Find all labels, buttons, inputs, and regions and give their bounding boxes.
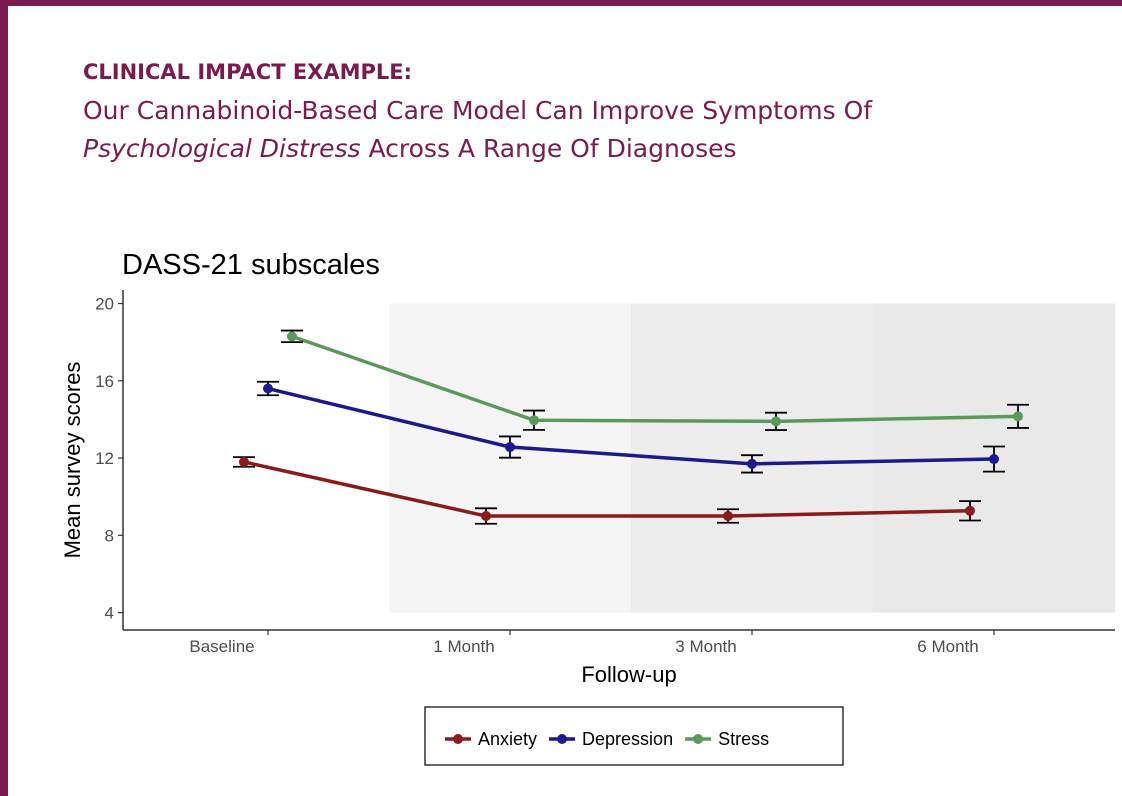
point — [965, 505, 975, 516]
legend-key-point — [453, 734, 463, 744]
point — [287, 331, 297, 342]
point — [239, 456, 249, 467]
series-line — [243, 460, 971, 518]
y-tick-label: 12 — [95, 449, 114, 468]
x-tick-label: 3 Month — [675, 637, 736, 656]
legend-box — [424, 706, 844, 766]
point — [747, 458, 757, 469]
legend-key-point — [693, 734, 704, 744]
point — [723, 511, 733, 522]
point — [989, 454, 999, 465]
series-line — [267, 386, 995, 466]
subtitle-start: Our Cannabinoid-Based Care Model Can Imp… — [83, 96, 873, 125]
left-border — [0, 0, 8, 796]
y-tick-label: 20 — [95, 295, 114, 314]
point — [1013, 411, 1023, 422]
series-line — [291, 334, 1019, 424]
y-tick-label: 16 — [95, 372, 114, 391]
x-axis-title: Follow-up — [581, 662, 676, 687]
point — [263, 383, 273, 394]
legend-label: Anxiety — [478, 729, 537, 749]
point — [529, 415, 539, 426]
heading: CLINICAL IMPACT EXAMPLE: — [83, 60, 413, 84]
subtitle-italic: Psychological Distress — [83, 134, 361, 163]
x-tick-label: 1 Month — [433, 637, 494, 656]
x-tick-label: 6 Month — [917, 637, 978, 656]
legend-key-point — [557, 734, 568, 744]
y-tick-label: 8 — [105, 526, 114, 545]
subtitle: Our Cannabinoid-Based Care Model Can Imp… — [83, 92, 1083, 168]
subtitle-end: Across A Range Of Diagnoses — [368, 134, 737, 163]
legend-label: Depression — [582, 729, 673, 749]
point — [505, 442, 515, 453]
legend-label: Stress — [718, 729, 769, 749]
y-tick-label: 4 — [105, 604, 114, 623]
chart-title: DASS-21 subscales — [122, 249, 380, 281]
y-axis-title: Mean survey scores — [60, 362, 85, 559]
point — [771, 416, 781, 427]
top-border — [0, 0, 1122, 6]
x-tick-label: Baseline — [189, 637, 254, 656]
point — [481, 511, 491, 522]
